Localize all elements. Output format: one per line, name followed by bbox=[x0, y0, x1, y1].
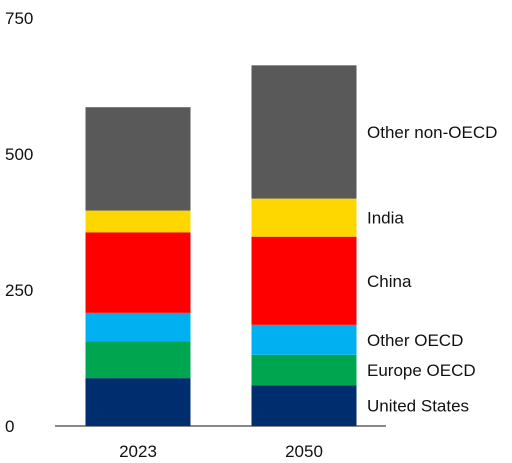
bar-segment-china-2050 bbox=[251, 236, 357, 325]
bar-segment-europe-oecd-2050 bbox=[251, 354, 357, 386]
bar-segment-other-non-oecd-2050 bbox=[251, 65, 357, 199]
bar-segment-other-non-oecd-2023 bbox=[85, 107, 191, 211]
legend-label-europe-oecd: Europe OECD bbox=[367, 361, 476, 380]
x-tick-label: 2023 bbox=[119, 442, 157, 461]
legend-label-united-states: United States bbox=[367, 397, 469, 416]
legend-label-china: China bbox=[367, 272, 412, 291]
legend-label-india: India bbox=[367, 209, 404, 228]
y-tick-label: 250 bbox=[5, 281, 33, 300]
y-tick-label: 0 bbox=[5, 417, 14, 436]
bar-segment-india-2023 bbox=[85, 210, 191, 233]
legend-label-other-oecd: Other OECD bbox=[367, 331, 463, 350]
bar-segment-other-oecd-2050 bbox=[251, 324, 357, 355]
bar-segment-united-states-2050 bbox=[251, 385, 357, 426]
y-tick-label: 500 bbox=[5, 145, 33, 164]
bar-segment-europe-oecd-2023 bbox=[85, 341, 191, 379]
bar-segment-united-states-2023 bbox=[85, 378, 191, 426]
bar-segment-india-2050 bbox=[251, 198, 357, 237]
bar-segment-china-2023 bbox=[85, 232, 191, 313]
y-tick-label: 750 bbox=[5, 9, 33, 28]
legend-label-other-non-oecd: Other non-OECD bbox=[367, 123, 497, 142]
x-tick-label: 2050 bbox=[285, 442, 323, 461]
bar-segment-other-oecd-2023 bbox=[85, 312, 191, 342]
